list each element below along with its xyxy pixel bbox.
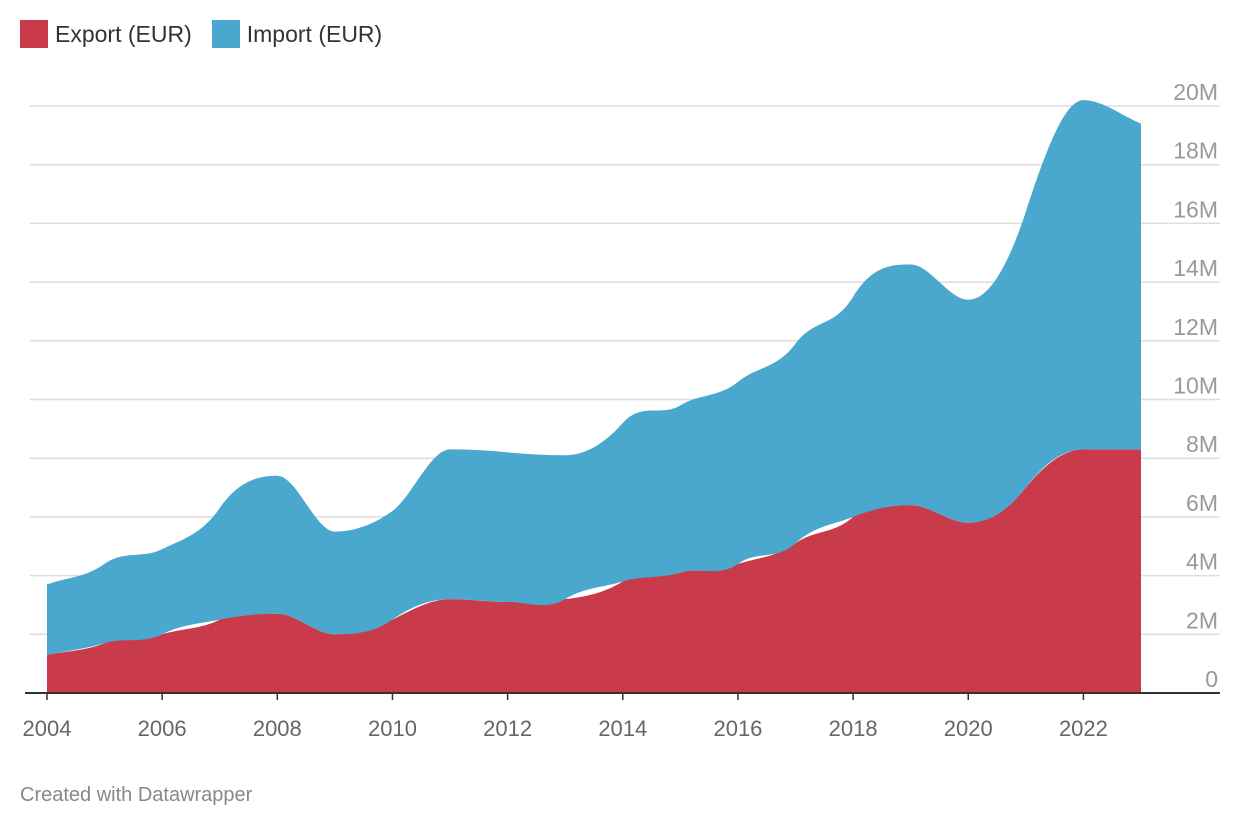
legend-label-import: Import (EUR)	[246, 20, 383, 47]
x-tick-label: 2014	[598, 716, 647, 741]
legend-item-import: Import (EUR)	[211, 20, 383, 48]
area-import	[47, 100, 1141, 655]
y-tick-label: 8M	[1186, 431, 1218, 457]
y-tick-label: 2M	[1186, 607, 1218, 633]
x-tick-label: 2022	[1059, 716, 1108, 741]
credit-footer: Created with Datawrapper	[20, 784, 253, 806]
x-tick-label: 2016	[713, 716, 762, 741]
x-tick-label: 2004	[23, 716, 72, 741]
legend-label-export: Export (EUR)	[55, 20, 192, 47]
y-tick-label: 16M	[1173, 196, 1218, 222]
areas	[47, 100, 1141, 693]
y-tick-label: 10M	[1173, 373, 1218, 399]
axes: 0 2M 4M 6M 8M 10M 12M 14M 16M 18M 20M 2004 2006 2008 2…	[23, 79, 1220, 741]
y-tick-label: 18M	[1173, 138, 1218, 164]
legend-swatch-export	[20, 20, 48, 48]
y-tick-label: 12M	[1173, 314, 1218, 340]
y-tick-label: 14M	[1173, 255, 1218, 281]
x-tick-label: 2006	[138, 716, 187, 741]
y-tick-label: 4M	[1186, 549, 1218, 575]
y-tick-label: 20M	[1173, 79, 1218, 105]
x-tick-label: 2020	[944, 716, 993, 741]
x-tick-label: 2008	[253, 716, 302, 741]
y-tick-label: 6M	[1186, 490, 1218, 516]
legend-item-export: Export (EUR)	[20, 20, 192, 48]
y-tick-label: 0	[1205, 666, 1218, 692]
legend-swatch-import	[211, 20, 240, 48]
x-tick-label: 2018	[829, 716, 878, 741]
chart-legend: Export (EUR) Import (EUR)	[20, 20, 382, 48]
x-tick-label: 2012	[483, 716, 532, 741]
x-tick-label: 2010	[368, 716, 417, 741]
